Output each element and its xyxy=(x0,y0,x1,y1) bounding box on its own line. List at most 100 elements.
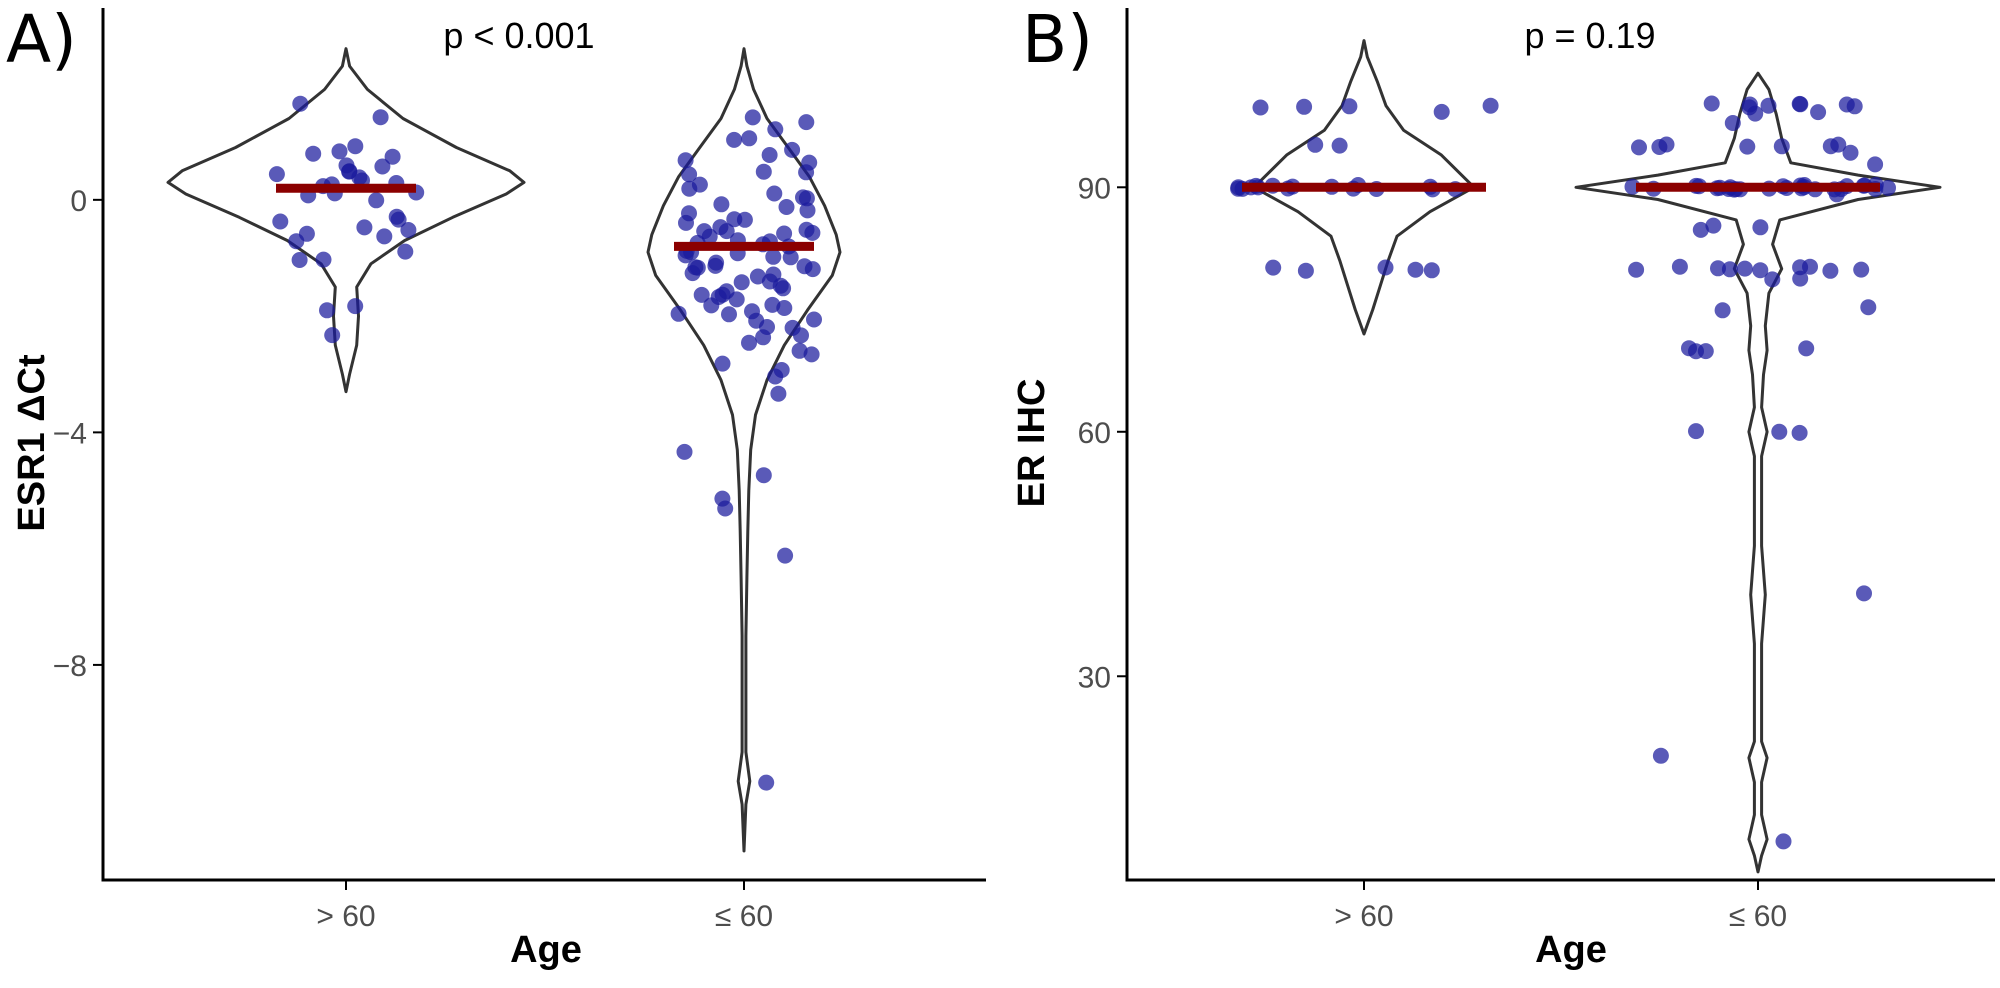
data-point xyxy=(1867,156,1884,173)
data-point xyxy=(1482,97,1499,114)
data-point xyxy=(718,223,735,240)
data-point xyxy=(1842,144,1859,161)
data-point xyxy=(798,114,815,131)
data-point xyxy=(1705,217,1722,234)
data-point xyxy=(1792,259,1809,276)
data-point xyxy=(1792,270,1809,287)
data-point xyxy=(1810,104,1827,121)
data-point xyxy=(678,214,694,231)
x-axis-title: Age xyxy=(1535,929,1607,971)
y-axis-title: ER IHC xyxy=(1011,379,1053,508)
data-point xyxy=(368,192,385,209)
data-point xyxy=(755,163,772,180)
data-point xyxy=(1331,137,1348,154)
data-point xyxy=(717,500,734,517)
y-tick-label: 0 xyxy=(70,185,87,218)
data-point xyxy=(766,185,783,202)
data-point xyxy=(384,148,401,165)
data-point xyxy=(778,199,795,215)
data-point xyxy=(676,443,693,460)
data-point xyxy=(1628,261,1645,278)
data-point xyxy=(1822,138,1839,155)
data-point xyxy=(1764,271,1781,288)
data-point xyxy=(749,268,766,285)
data-point xyxy=(1880,179,1896,196)
data-point xyxy=(1377,259,1394,276)
data-point xyxy=(681,180,698,197)
data-point xyxy=(1631,139,1647,156)
data-point xyxy=(292,95,309,112)
data-point xyxy=(1692,221,1709,238)
data-point xyxy=(1724,115,1741,131)
data-point xyxy=(1791,95,1808,112)
data-point xyxy=(728,291,745,308)
data-point xyxy=(726,131,743,148)
data-point xyxy=(1710,260,1726,277)
data-point xyxy=(721,306,737,323)
data-point xyxy=(1752,262,1769,279)
data-point xyxy=(1651,139,1668,155)
panel-a: 0 −4 −8 > 60 ≤ 60 A) p < 0.001 Age ESR1 ΔCt xyxy=(6,1,986,971)
data-point xyxy=(767,368,784,385)
x-tick-label: ≤ 60 xyxy=(715,900,773,933)
violin-over-60 xyxy=(1252,39,1476,336)
data-point xyxy=(324,327,341,344)
data-point xyxy=(315,251,332,268)
data-point xyxy=(703,297,720,314)
data-point xyxy=(1407,261,1424,278)
data-point xyxy=(1252,99,1269,116)
data-point xyxy=(1856,585,1872,602)
data-point xyxy=(804,224,821,241)
data-point xyxy=(1307,136,1324,153)
x-tick-label: > 60 xyxy=(316,900,375,933)
data-point xyxy=(758,774,775,791)
data-point xyxy=(268,166,285,183)
data-point xyxy=(374,158,391,175)
data-point xyxy=(347,138,364,155)
data-point xyxy=(1714,302,1731,319)
data-point xyxy=(1760,97,1777,114)
data-point xyxy=(1688,423,1704,440)
data-point xyxy=(1296,98,1313,115)
data-point xyxy=(1265,259,1282,276)
data-point xyxy=(782,249,799,266)
data-point xyxy=(331,143,348,160)
data-point xyxy=(793,327,809,344)
data-point xyxy=(755,467,772,484)
p-value-annotation: p = 0.19 xyxy=(1524,15,1655,56)
data-point xyxy=(770,385,787,402)
p-value-annotation: p < 0.001 xyxy=(443,15,594,56)
data-point xyxy=(1739,138,1756,155)
data-point xyxy=(356,219,373,236)
data-point xyxy=(288,233,305,250)
panel-label: A) xyxy=(6,1,77,78)
data-point xyxy=(319,302,335,319)
data-point xyxy=(776,300,793,316)
data-point xyxy=(1433,103,1450,120)
data-point xyxy=(400,222,417,238)
data-point xyxy=(765,248,782,265)
x-tick-label: > 60 xyxy=(1334,900,1393,933)
data-point xyxy=(1681,340,1697,357)
data-point xyxy=(806,311,822,328)
data-point xyxy=(755,329,772,346)
data-point xyxy=(798,164,815,181)
data-point xyxy=(693,286,710,303)
y-tick-label: 30 xyxy=(1078,661,1111,694)
panel-b: 90 60 30 > 60 ≤ 60 B) p = 0.19 Age ER IHC xyxy=(1011,1,1995,971)
data-point xyxy=(741,334,757,351)
y-tick-label: −8 xyxy=(53,650,87,683)
data-point xyxy=(713,196,730,213)
data-point xyxy=(777,547,794,564)
data-point xyxy=(388,208,405,225)
violin-over-60 xyxy=(166,47,526,394)
data-point xyxy=(1747,105,1764,122)
data-point xyxy=(1752,219,1769,236)
data-point xyxy=(372,109,389,126)
data-point xyxy=(733,274,750,291)
data-point xyxy=(1860,299,1877,316)
data-point xyxy=(714,355,731,372)
data-point xyxy=(1703,95,1720,112)
data-point xyxy=(1775,833,1792,850)
